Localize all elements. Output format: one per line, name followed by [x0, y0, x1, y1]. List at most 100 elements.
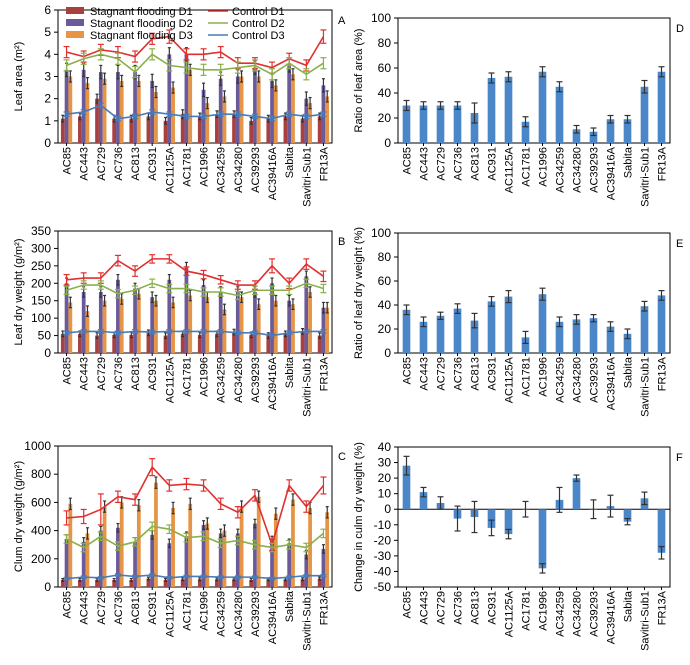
x-tick-label: FR13A	[318, 146, 330, 181]
bar-stagnant-d3	[136, 80, 141, 143]
bar-stagnant-d2	[64, 283, 69, 353]
bar-stagnant-d1	[60, 333, 65, 353]
line-control-d1	[66, 258, 324, 286]
x-tick-label: AC1125A	[164, 590, 176, 637]
bar-stagnant-d3	[308, 292, 312, 353]
y-tick-label: 350	[31, 224, 51, 238]
bar-stagnant-d2	[184, 54, 189, 144]
bar-stagnant-d1	[129, 579, 134, 587]
bar-stagnant-d3	[222, 530, 227, 587]
bar-stagnant-d3	[85, 83, 90, 143]
x-tick-label: AC39293	[589, 591, 601, 637]
bar-stagnant-d1	[197, 579, 202, 587]
bar-stagnant-d3	[119, 298, 124, 353]
y-tick-label: 0	[384, 502, 391, 516]
legend-item-control-d1: Control D1	[208, 6, 285, 18]
x-tick-label: Savitri-Sub1	[301, 357, 313, 417]
bar-stagnant-d2	[133, 541, 137, 587]
panel-letter: A	[338, 15, 346, 27]
x-tick-label: AC1996	[538, 147, 550, 187]
y-tick-label: 0	[44, 136, 51, 150]
bar-stagnant-d3	[222, 96, 227, 143]
bar-stagnant-d3	[188, 295, 193, 353]
x-tick-label: AC729	[96, 147, 108, 181]
x-tick-label: AC34280	[572, 591, 584, 637]
bar-stagnant-d1	[112, 118, 117, 143]
legend-item-control-d3: Control D3	[208, 30, 285, 42]
bar-stagnant-d3	[136, 293, 141, 353]
plot-frame	[57, 445, 333, 588]
bar-stagnant-d2	[270, 540, 274, 587]
legend-swatch	[66, 31, 84, 38]
legend-label: Stagnant flooding D1	[90, 6, 193, 18]
x-tick-label: AC85	[402, 147, 414, 175]
bar-stagnant-d1	[180, 333, 185, 353]
bar-stagnant-d2	[235, 76, 240, 143]
plot-frame	[397, 17, 671, 144]
bar-stagnant-d2	[116, 72, 120, 143]
bar-stagnant-d3	[239, 76, 244, 143]
x-tick-label: AC1996	[199, 591, 211, 631]
bar-stagnant-d1	[112, 579, 117, 587]
bar-stagnant-d2	[167, 543, 172, 587]
ratio-bar	[402, 309, 411, 353]
x-tick-label: AC85	[62, 357, 74, 385]
legend-item-stagnant-d1: Stagnant flooding D1	[66, 6, 193, 18]
x-tick-label: AC85	[62, 147, 74, 175]
ratio-bar	[470, 113, 479, 143]
y-tick-label: 5	[44, 25, 51, 39]
bar-stagnant-d1	[129, 118, 134, 143]
bar-stagnant-d1	[317, 335, 322, 353]
bar-stagnant-d1	[129, 334, 134, 353]
x-tick-label: AC1996	[199, 147, 211, 187]
bar-stagnant-d3	[308, 103, 312, 143]
x-tick-label: AC729	[96, 591, 108, 625]
ratio-bar	[453, 105, 462, 143]
bar-stagnant-d1	[60, 579, 65, 587]
ratio-bar	[572, 478, 581, 510]
x-tick-label: AC1996	[199, 357, 211, 397]
y-axis-label: Leaf area (m²)	[13, 42, 25, 112]
y-axis-label: Leaf dry weight (g/m²)	[13, 239, 25, 346]
x-tick-label: Savitri-Sub1	[301, 147, 313, 207]
bar-stagnant-d1	[60, 118, 65, 143]
bar-stagnant-d1	[197, 334, 202, 353]
bar-stagnant-d1	[266, 118, 271, 143]
panel-letter: C	[338, 451, 346, 463]
x-tick-label: AC931	[147, 357, 159, 391]
y-tick-label: 20	[378, 111, 392, 125]
x-tick-label: AC736	[113, 591, 125, 625]
bar-stagnant-d1	[95, 335, 99, 353]
ratio-bar	[487, 78, 496, 143]
x-tick-label: AC85	[62, 591, 74, 619]
x-tick-label: AC34259	[216, 591, 228, 637]
bar-stagnant-d1	[197, 116, 202, 143]
ratio-bar	[487, 509, 496, 528]
bar-stagnant-d1	[266, 335, 271, 353]
bar-stagnant-d1	[146, 332, 151, 353]
y-tick-label: 80	[378, 36, 392, 50]
y-tick-label: 4	[44, 47, 51, 61]
y-tick-label: 40	[378, 86, 392, 100]
bar-stagnant-d2	[321, 548, 326, 587]
bar-stagnant-d1	[78, 333, 82, 353]
x-tick-label: AC736	[113, 147, 125, 181]
bar-stagnant-d2	[287, 65, 292, 143]
bar-stagnant-d3	[273, 300, 278, 353]
bar-stagnant-d1	[95, 98, 99, 143]
x-tick-label: Sabita	[284, 146, 296, 178]
x-tick-label: AC34259	[216, 147, 228, 193]
y-tick-label: 100	[31, 311, 51, 325]
bar-stagnant-d2	[287, 543, 292, 587]
y-tick-label: 0	[44, 346, 51, 360]
x-tick-label: AC1125A	[504, 146, 516, 193]
bar-stagnant-d2	[184, 536, 189, 587]
bar-stagnant-d2	[116, 279, 120, 353]
legend-label: Control D2	[232, 18, 285, 30]
bar-stagnant-d1	[215, 114, 219, 143]
bar-stagnant-d1	[180, 114, 185, 143]
bar-stagnant-d2	[81, 69, 86, 143]
x-tick-label: AC813	[470, 147, 482, 181]
y-tick-label: 40	[378, 440, 392, 454]
